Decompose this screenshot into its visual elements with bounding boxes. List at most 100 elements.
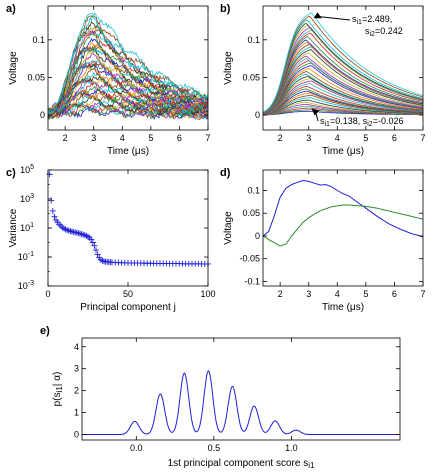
panel-c-xtick-label: 50: [123, 289, 133, 299]
panel-b-trace: [262, 68, 424, 115]
panel-e-xtick-label: 1.0: [285, 443, 298, 453]
panel-b-trace: [262, 19, 424, 113]
ytick-exponent: 1: [30, 222, 34, 229]
panel-a-xtick-label: 6: [177, 133, 182, 143]
panel-a-traces: [47, 12, 209, 121]
panel-b-trace: [262, 88, 424, 115]
panel-a-trace: [47, 94, 209, 119]
panel-e-frame: [81, 337, 401, 441]
annot-sub: i2: [370, 31, 376, 38]
panel-a-xlabel: Time (μs): [107, 146, 149, 157]
panel-d-ytick-label: 0.05: [242, 208, 260, 218]
panel-e-ylabel: p(si1| α): [52, 372, 64, 407]
annot-sub: i1: [325, 121, 331, 128]
panel-d-xtick-label: 2: [278, 289, 283, 299]
panel-a-xtick-label: 5: [148, 133, 153, 143]
annot-val: =-0.026: [373, 116, 404, 126]
panel-d-xlabel: Time (μs): [322, 302, 364, 313]
panel-c-point: [46, 171, 53, 178]
panel-a-trace: [47, 78, 209, 117]
panel-c-point: [64, 227, 71, 234]
panel-b-annotation-1-line1: si1=2.489,: [352, 14, 392, 26]
panel-b-trace: [262, 97, 424, 115]
panel-b-xtick-label: 6: [392, 133, 397, 143]
panel-c-point: [49, 207, 56, 214]
panel-e-ytick-label: 1: [74, 408, 79, 418]
panel-b-trace: [262, 86, 424, 115]
panel-c-point: [89, 239, 96, 246]
panel-a-trace: [47, 67, 209, 116]
panel-a-trace: [47, 46, 209, 118]
panel-b-trace: [262, 73, 424, 115]
panel-a-ylabel: Voltage: [8, 51, 19, 85]
panel-b-annotation-2: si1=0.138, si2=-0.026: [320, 116, 403, 128]
panel-d-letter: d): [220, 167, 231, 179]
panel-b-trace: [262, 35, 424, 114]
panel-c-point: [51, 213, 58, 220]
panel-a-ytick-label: 0.05: [27, 72, 45, 82]
panel-d-ytick-label: 0.1: [247, 185, 260, 195]
panel-c-frame: [47, 169, 209, 287]
ylabel-sub: i1: [55, 386, 64, 393]
annot-val: =2.489,: [362, 14, 392, 24]
panel-d-ytick-label: -0.1: [244, 276, 260, 286]
panel-b-trace: [262, 80, 424, 115]
panel-c-xtick-label: 0: [45, 289, 50, 299]
panel-c-ytick-label: 10-1: [18, 251, 34, 262]
panel-d-xtick-label: 3: [306, 289, 311, 299]
panel-b-trace: [262, 83, 424, 115]
panel-d-series-2-line: [262, 204, 424, 247]
xlabel-sub: i1: [308, 461, 315, 470]
panel-b-trace: [262, 39, 424, 114]
panel-b-xtick-label: 3: [306, 133, 311, 143]
ytick-base: 10: [20, 223, 30, 233]
panel-c-xtick-label: 100: [200, 289, 215, 299]
panel-e-xtick-label: 0.0: [130, 443, 143, 453]
panel-e-ytick-label: 3: [74, 364, 79, 374]
panel-d-xtick-label: 5: [363, 289, 368, 299]
panel-c-ytick-label: 101: [20, 222, 34, 233]
panel-a-xtick-label: 2: [63, 133, 68, 143]
panel-b-trace: [262, 23, 424, 113]
ytick-exponent: -3: [28, 280, 34, 287]
panel-c-ytick-label: 103: [20, 193, 34, 204]
panel-a-trace: [47, 21, 209, 113]
panel-e-ytick-label: 2: [74, 386, 79, 396]
panel-b-ytick-label: 0.1: [247, 35, 260, 45]
ytick-exponent: -1: [28, 251, 34, 258]
panel-a-xtick-label: 7: [205, 133, 210, 143]
panel-b-trace: [262, 55, 424, 114]
panel-b-trace: [262, 12, 424, 113]
panel-c-point: [69, 228, 75, 235]
ytick-base: 10: [18, 281, 28, 291]
panel-b-trace: [262, 71, 424, 115]
panel-b-trace: [262, 99, 423, 115]
panel-b-xtick-label: 2: [278, 133, 283, 143]
panel-c-letter: c): [6, 167, 16, 179]
annot-s: s: [320, 116, 325, 126]
panel-d-ytick-label: 0: [255, 231, 260, 241]
panel-c-point: [48, 197, 55, 204]
panel-c-markers: [46, 171, 211, 267]
panel-a-frame: [47, 5, 209, 131]
panel-e-ytick-label: 0: [74, 430, 79, 440]
panel-b-traces: [262, 12, 424, 116]
panel-e-xtick-label: 0.5: [208, 443, 221, 453]
panel-a-trace: [47, 80, 209, 120]
panel-b-trace: [262, 41, 424, 114]
ylabel-end: | α): [52, 372, 63, 387]
panel-b-xtick-label: 5: [363, 133, 368, 143]
xlabel-text: 1st principal component score s: [168, 458, 309, 469]
panel-d-xtick-label: 4: [335, 289, 340, 299]
panel-a-trace: [47, 12, 209, 117]
annot-val: =0.242: [375, 26, 403, 36]
panel-e-letter: e): [40, 325, 50, 337]
panel-b-frame: [262, 5, 424, 131]
panel-b-xlabel: Time (μs): [322, 146, 364, 157]
panel-b-xtick-label: 4: [335, 133, 340, 143]
panel-b-annotation-1-line2: si2=0.242: [365, 26, 403, 38]
panel-c-ytick-label: 10-3: [18, 280, 34, 291]
panel-b-ytick-label: 0.05: [242, 72, 260, 82]
panel-b-ylabel: Voltage: [223, 51, 234, 85]
panel-c-point: [94, 251, 101, 258]
